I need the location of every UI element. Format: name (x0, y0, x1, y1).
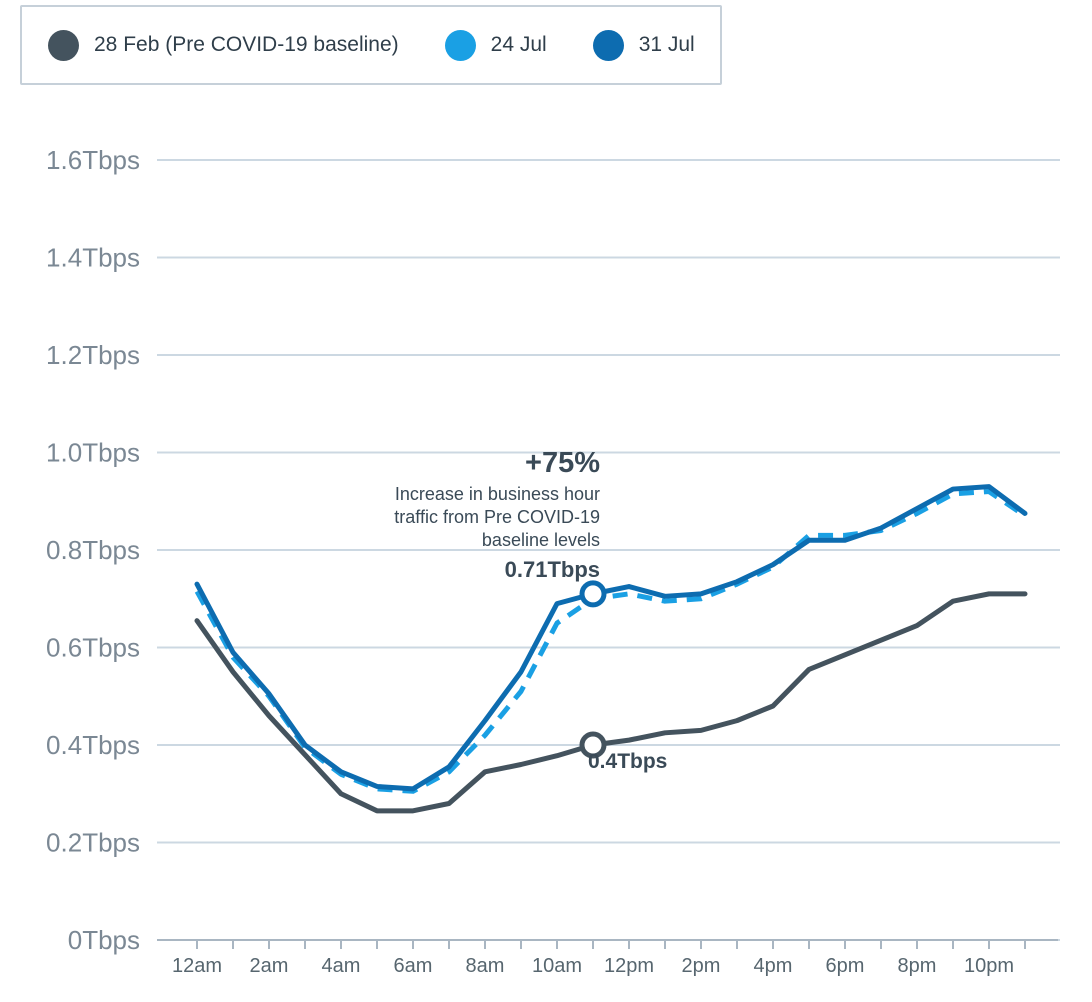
growth-annotation-line: traffic from Pre COVID-19 (394, 507, 600, 527)
legend-label: 31 Jul (638, 33, 695, 56)
legend-label: 24 Jul (490, 33, 547, 56)
baseline-value-label: 0.4Tbps (588, 750, 668, 773)
legend-item-31-jul: 31 Jul (592, 29, 695, 61)
marker-point-0-71 (579, 580, 607, 608)
x-axis-label: 10am (532, 955, 582, 977)
y-axis-label: 0.2Tbps (46, 828, 140, 858)
legend-item-28-feb: 28 Feb (Pre COVID-19 baseline) (48, 29, 399, 61)
legend-dot-icon (444, 29, 476, 61)
x-axis-label: 6pm (826, 955, 865, 977)
y-axis-label: 1.6Tbps (46, 145, 140, 175)
y-axis-label: 1.0Tbps (46, 438, 140, 468)
x-axis-label: 10pm (964, 955, 1014, 977)
growth-annotation-text: Increase in business hour traffic from Pr… (298, 483, 600, 552)
growth-percent-label: +75% (525, 447, 600, 479)
y-axis-label: 1.2Tbps (46, 340, 140, 370)
growth-annotation-line: baseline levels (481, 530, 600, 550)
growth-annotation: +75% Increase in business hour traffic fr… (298, 447, 600, 583)
x-axis-label: 12pm (604, 955, 654, 977)
y-axis-label: 1.4Tbps (46, 243, 140, 273)
legend-dot-icon (592, 29, 624, 61)
legend-dot-icon (48, 29, 79, 61)
x-axis-label: 2pm (682, 955, 721, 977)
chart-legend: 28 Feb (Pre COVID-19 baseline) 24 Jul 31 J… (20, 5, 722, 85)
y-axis-label: 0.6Tbps (46, 633, 140, 663)
x-axis-label: 4pm (754, 955, 793, 977)
series-line-31-jul (194, 484, 1028, 792)
growth-annotation-line: Increase in business hour (394, 484, 600, 504)
y-axis-label: 0.4Tbps (46, 730, 140, 760)
y-axis-label: 0.8Tbps (46, 535, 140, 565)
x-axis-label: 12am (172, 955, 222, 977)
x-axis-label: 8pm (898, 955, 937, 977)
y-axis-label: 0Tbps (68, 925, 140, 955)
peak-value-label: 0.71Tbps (504, 557, 600, 582)
x-axis-label: 4am (322, 955, 361, 977)
marker-point-0-4 (579, 731, 607, 759)
legend-label: 28 Feb (Pre COVID-19 baseline) (94, 33, 399, 56)
legend-item-24-jul: 24 Jul (444, 29, 547, 61)
x-axis-label: 6am (394, 955, 433, 977)
series-line-28-feb (194, 591, 1028, 814)
x-axis-label: 8am (466, 955, 505, 977)
x-axis-label: 2am (250, 955, 289, 977)
